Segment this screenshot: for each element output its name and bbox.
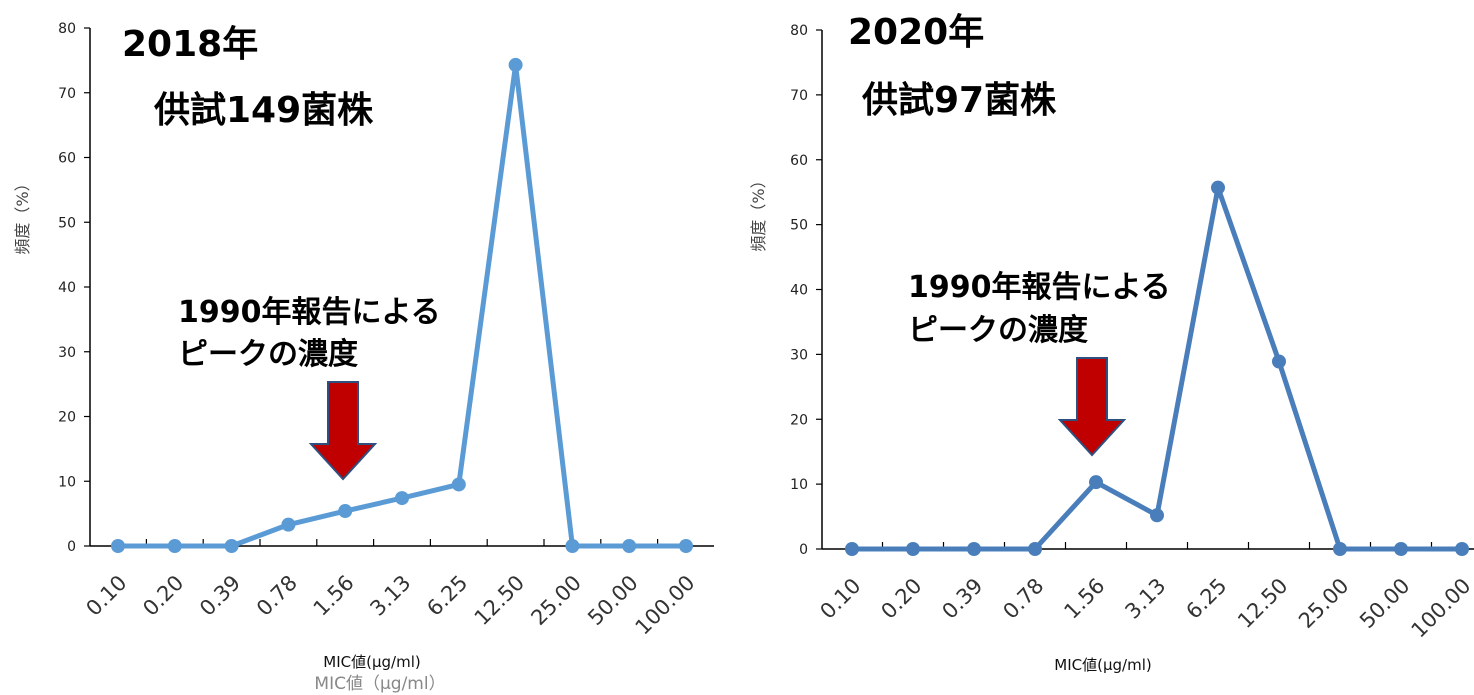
annotation-line-1: 1990年報告による — [908, 270, 1171, 305]
data-point — [845, 542, 859, 556]
y-tick-label: 70 — [58, 86, 76, 102]
x-tick-label: 0.20 — [876, 574, 926, 624]
x-tick-label: 0.10 — [81, 571, 131, 621]
x-tick-label: 3.13 — [1120, 574, 1170, 624]
y-axis-label: 頻度（%） — [13, 175, 32, 254]
y-tick-label: 10 — [58, 474, 76, 490]
data-point — [1211, 180, 1225, 195]
y-tick-label: 50 — [58, 215, 76, 231]
y-tick-label: 40 — [790, 283, 808, 299]
x-tick-label: 1.56 — [1059, 574, 1109, 624]
data-point — [338, 504, 353, 519]
data-point — [281, 517, 296, 532]
data-point — [679, 539, 693, 553]
data-point — [1089, 475, 1103, 490]
y-tick-label: 30 — [58, 345, 76, 361]
x-tick-label: 1.56 — [309, 571, 359, 621]
chart-2020: 0 10 20 30 40 50 60 70 80 0.10 0.20 0.39 0.78 1.56 3.… — [749, 12, 1474, 674]
x-tick-label: 0.39 — [937, 574, 987, 624]
data-point — [395, 491, 409, 506]
data-point — [1455, 542, 1469, 556]
x-tick-label: 0.10 — [815, 574, 865, 624]
y-tick-label: 10 — [790, 477, 808, 493]
x-tick-label: 100.00 — [1407, 574, 1474, 643]
y-axis-ticks: 0 10 20 30 40 50 60 70 80 — [790, 23, 822, 558]
y-tick-label: 30 — [790, 347, 808, 363]
data-point — [111, 539, 125, 553]
x-tick-label: 50.00 — [1355, 574, 1414, 633]
y-tick-label: 20 — [790, 412, 808, 428]
x-tick-label: 25.00 — [526, 571, 585, 630]
x-tick-label: 0.78 — [998, 574, 1048, 624]
x-tick-label: 3.13 — [365, 571, 415, 621]
x-tick-label: 12.50 — [1233, 574, 1292, 633]
chart-subtitle: 供試97菌株 — [862, 80, 1057, 121]
x-tick-label: 6.25 — [1181, 574, 1231, 624]
annotation-line-1: 1990年報告による — [178, 295, 441, 330]
x-tick-label: 6.25 — [422, 571, 472, 621]
y-tick-label: 70 — [790, 88, 808, 104]
x-tick-label: 0.20 — [138, 571, 188, 621]
y-axis-label: 頻度（%） — [749, 172, 768, 251]
x-axis-label-ghost: MIC値（μg/ml） — [314, 674, 445, 694]
y-tick-label: 50 — [790, 218, 808, 234]
series-points — [111, 57, 693, 553]
data-point — [167, 539, 182, 553]
y-tick-label: 0 — [799, 542, 808, 558]
arrow-icon — [308, 381, 378, 481]
y-tick-label: 60 — [58, 151, 76, 167]
data-point — [1272, 354, 1286, 369]
data-point — [1150, 508, 1164, 523]
annotation-line-2: ピークの濃度 — [178, 337, 358, 372]
data-point — [508, 57, 523, 72]
chart-subtitle: 供試149菌株 — [154, 90, 374, 131]
x-tick-label: 12.50 — [470, 571, 529, 630]
arrow-icon — [1057, 357, 1127, 457]
chart-title: 2020年 — [848, 12, 984, 53]
y-tick-label: 80 — [58, 21, 76, 37]
x-tick-label: 0.39 — [195, 571, 245, 621]
y-tick-label: 60 — [790, 153, 808, 169]
data-point — [451, 477, 466, 492]
x-tick-label: 100.00 — [631, 571, 700, 640]
y-axis-ticks: 0 10 20 30 40 50 60 70 80 — [58, 21, 90, 555]
data-point — [1333, 542, 1347, 556]
x-tick-label: 25.00 — [1294, 574, 1353, 633]
data-point — [1394, 542, 1408, 556]
data-point — [224, 539, 239, 553]
x-axis-label: MIC値(μg/ml) — [323, 653, 420, 671]
chart-title: 2018年 — [122, 24, 258, 65]
data-point — [906, 542, 920, 556]
series-points — [845, 180, 1469, 556]
data-point — [622, 539, 637, 553]
annotation-line-2: ピークの濃度 — [908, 313, 1088, 348]
y-tick-label: 0 — [67, 539, 76, 555]
x-tick-label: 0.78 — [252, 571, 302, 621]
y-tick-label: 80 — [790, 23, 808, 39]
y-tick-label: 40 — [58, 280, 76, 296]
chart-2018: 0 10 20 30 40 50 60 70 80 0.10 0.20 0.39 0.78 1.56 3.… — [13, 21, 714, 694]
series-line — [852, 185, 1462, 552]
y-tick-label: 20 — [58, 410, 76, 426]
x-axis-label: MIC値(μg/ml) — [1054, 656, 1151, 674]
data-point — [1028, 542, 1042, 556]
data-point — [967, 542, 981, 556]
data-point — [565, 539, 580, 553]
